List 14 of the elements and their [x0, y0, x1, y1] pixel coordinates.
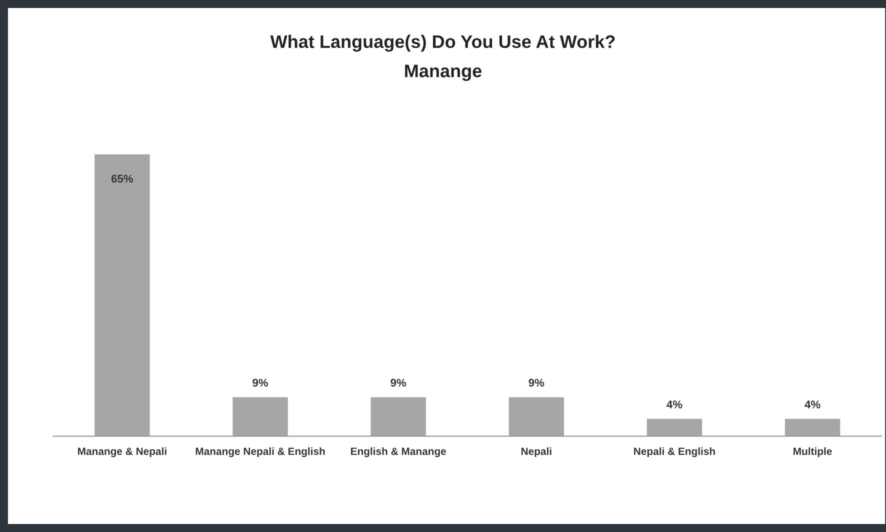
chart-title: What Language(s) Do You Use At Work? [270, 34, 615, 52]
chart-subtitle: Manange [405, 64, 482, 81]
x-tick-label: Nepali & English [634, 447, 715, 458]
data-label: 4% [804, 400, 820, 408]
x-tick-label: Manange Nepali & English [196, 447, 325, 458]
data-label: 9% [390, 378, 406, 387]
data-label: 9% [252, 378, 268, 387]
x-tick-label: Multiple [794, 447, 832, 458]
x-tick-label: English & Manange [350, 447, 446, 458]
data-label: 65% [111, 174, 134, 183]
data-label: 4% [666, 400, 682, 408]
x-tick-label: Manange & Nepali [78, 447, 166, 458]
x-tick-label: Nepali [521, 447, 552, 458]
data-label: 9% [528, 378, 544, 387]
